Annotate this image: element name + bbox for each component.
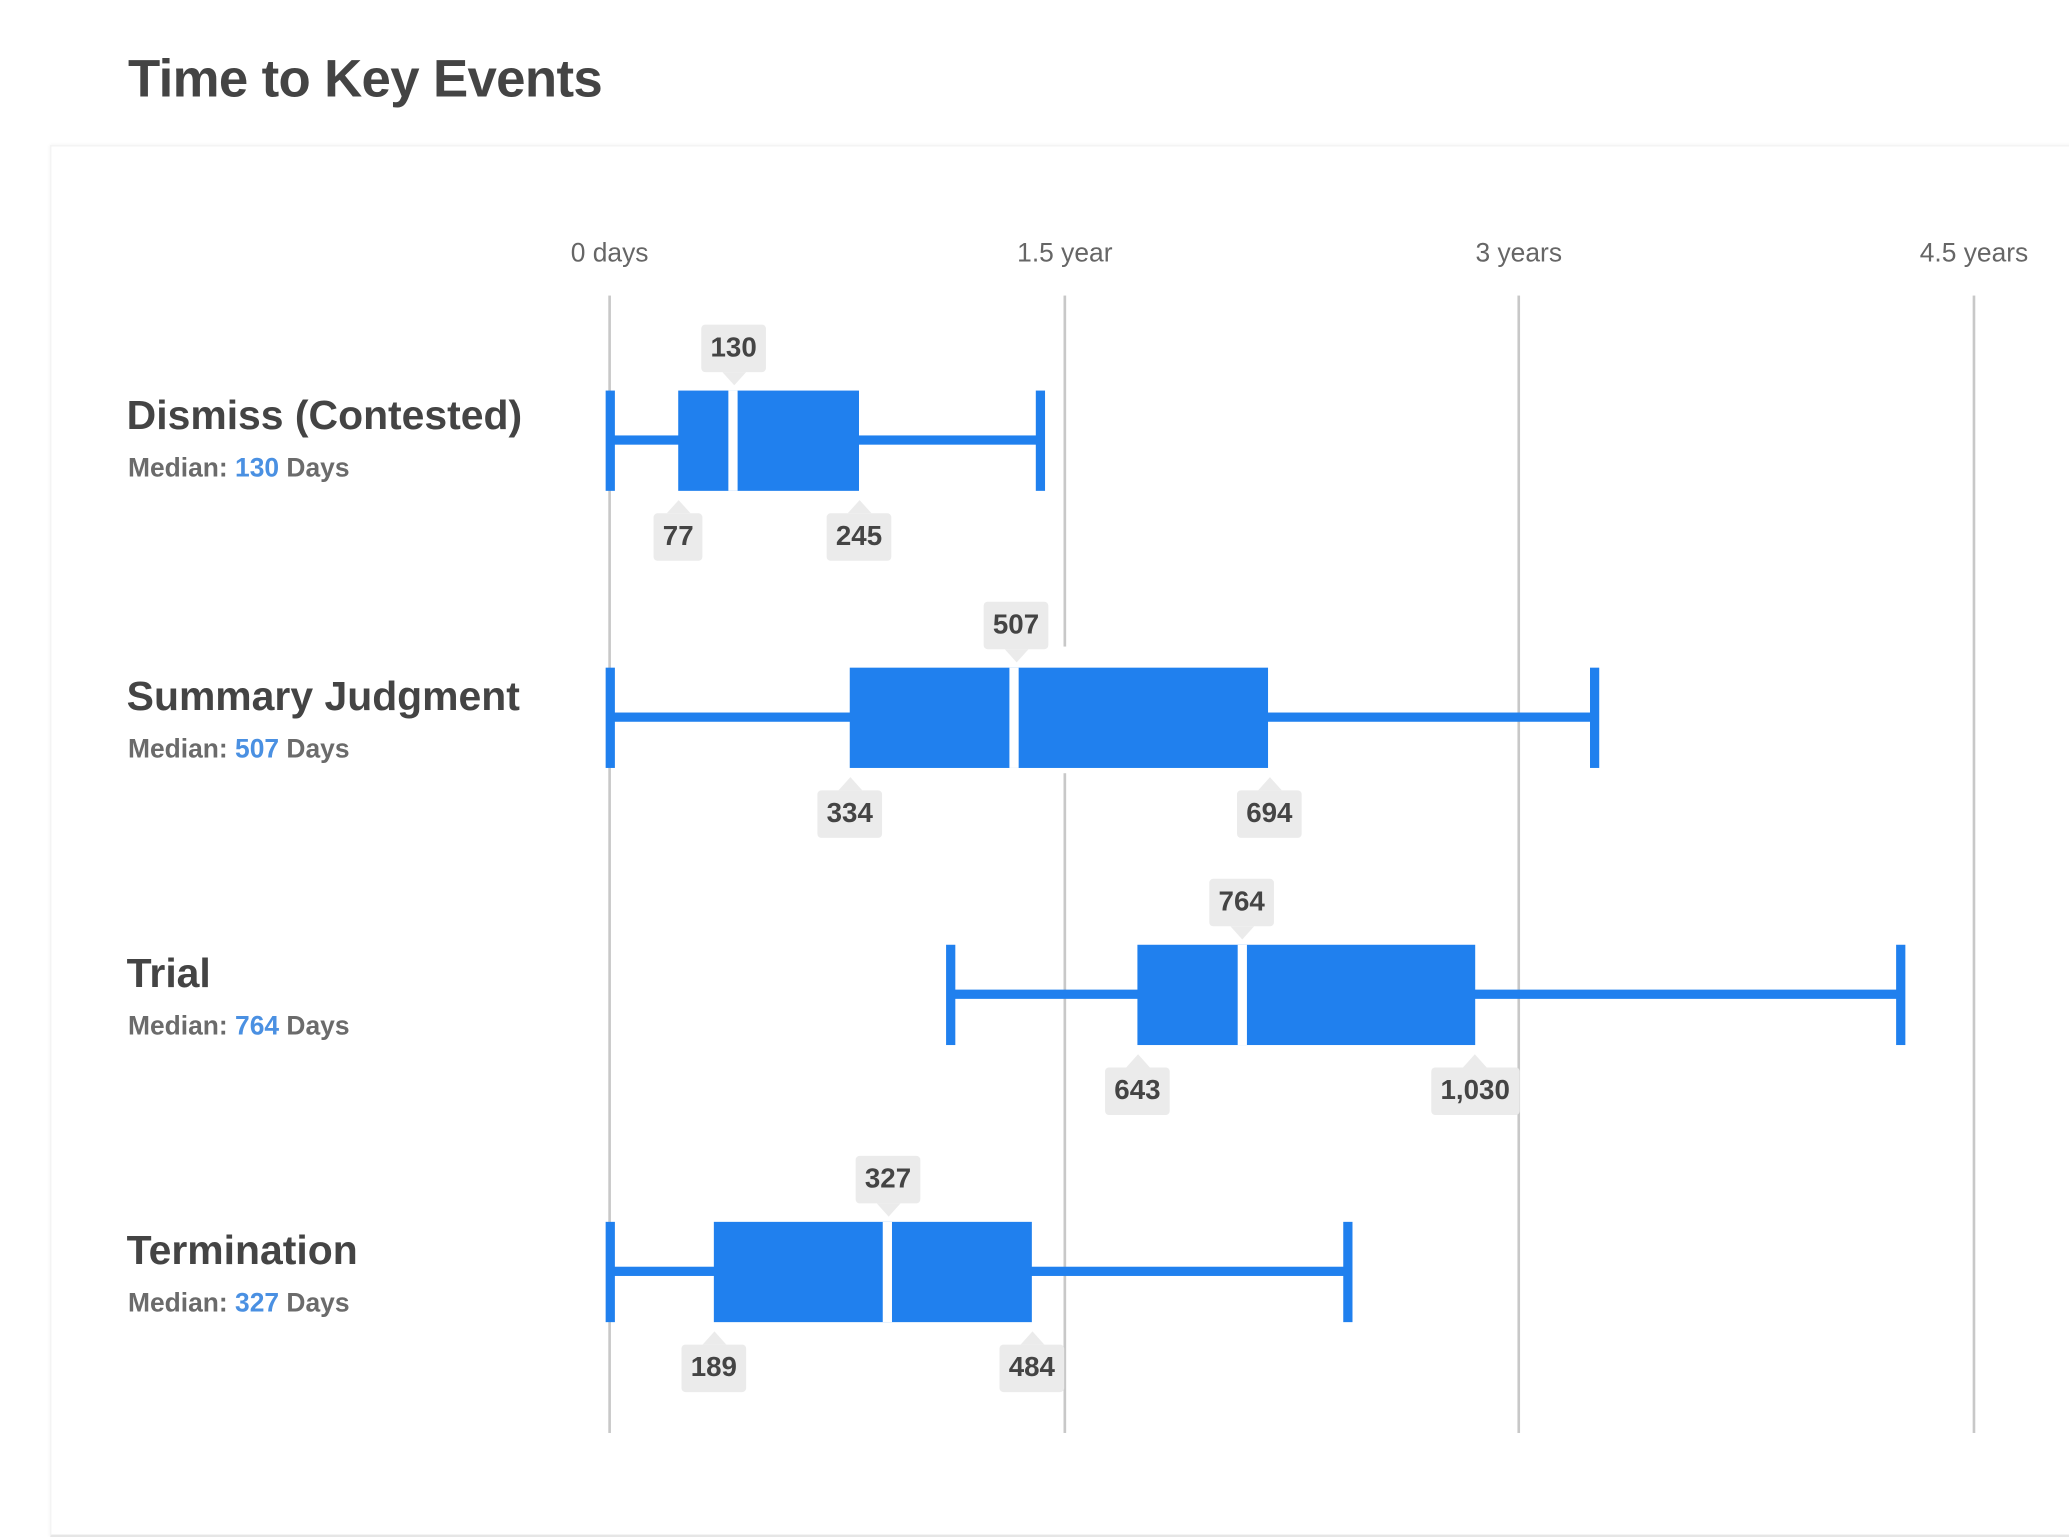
whisker-cap-min: [605, 390, 615, 491]
iqr-box[interactable]: [849, 667, 1269, 768]
q1-tag: 77: [653, 500, 703, 561]
median-value: 507: [235, 734, 280, 764]
q3-tag: 245: [826, 500, 892, 561]
median-suffix: Days: [286, 453, 350, 483]
median-line: [1009, 667, 1019, 768]
q3-tag: 694: [1237, 777, 1302, 838]
median-line: [1237, 944, 1247, 1046]
gridline: [1063, 295, 1067, 1433]
row-median: Median: 507 Days: [128, 735, 350, 765]
q1-tag: 334: [817, 777, 883, 838]
whisker-cap-max: [1343, 1221, 1353, 1323]
whisker-cap-max: [1035, 390, 1046, 491]
iqr-box[interactable]: [713, 1221, 1032, 1323]
whisker-cap-max: [1589, 667, 1600, 768]
row-median: Median: 764 Days: [128, 1012, 350, 1042]
median-suffix: Days: [286, 1289, 350, 1319]
whisker-cap-min: [605, 1221, 615, 1323]
x-tick-label: 3 years: [1475, 238, 1563, 268]
gridline: [1517, 295, 1521, 1433]
median-tag: 764: [1209, 878, 1275, 940]
median-prefix: Median:: [127, 1289, 228, 1319]
median-value: 327: [235, 1289, 280, 1319]
q1-tag: 189: [681, 1331, 747, 1393]
median-line: [728, 390, 738, 491]
x-tick-label: 4.5 years: [1919, 238, 2029, 268]
row-median: Median: 327 Days: [128, 1289, 350, 1319]
median-tag: 130: [701, 324, 767, 386]
median-line: [882, 1221, 892, 1323]
median-tag: 327: [855, 1155, 921, 1217]
median-tag: 507: [983, 601, 1049, 663]
whisker-cap-min: [605, 667, 615, 768]
iqr-box[interactable]: [678, 390, 859, 491]
median-prefix: Median:: [127, 1012, 228, 1042]
x-tick-label: 1.5 year: [1017, 238, 1113, 268]
q3-tag: 484: [999, 1331, 1065, 1393]
iqr-box[interactable]: [1137, 944, 1476, 1046]
median-suffix: Days: [286, 1012, 350, 1042]
median-prefix: Median:: [127, 734, 228, 764]
chart-card: [50, 145, 2069, 1537]
page-title: Time to Key Events: [127, 50, 603, 109]
row-title: Trial: [126, 950, 211, 997]
row-title: Termination: [126, 1227, 358, 1274]
row-title: Dismiss (Contested): [126, 391, 523, 439]
whisker-cap-min: [946, 944, 956, 1046]
row-median: Median: 130 Days: [128, 454, 350, 484]
q3-tag: 1,030: [1431, 1054, 1520, 1115]
gridline: [1972, 295, 1976, 1433]
median-value: 130: [235, 453, 280, 483]
median-value: 764: [235, 1012, 280, 1042]
x-tick-label: 0 days: [570, 238, 649, 268]
median-suffix: Days: [286, 734, 350, 764]
q1-tag: 643: [1105, 1054, 1170, 1115]
gridline: [608, 295, 611, 1433]
median-prefix: Median:: [127, 453, 228, 483]
whisker-cap-max: [1896, 944, 1906, 1046]
row-title: Summary Judgment: [126, 672, 520, 720]
